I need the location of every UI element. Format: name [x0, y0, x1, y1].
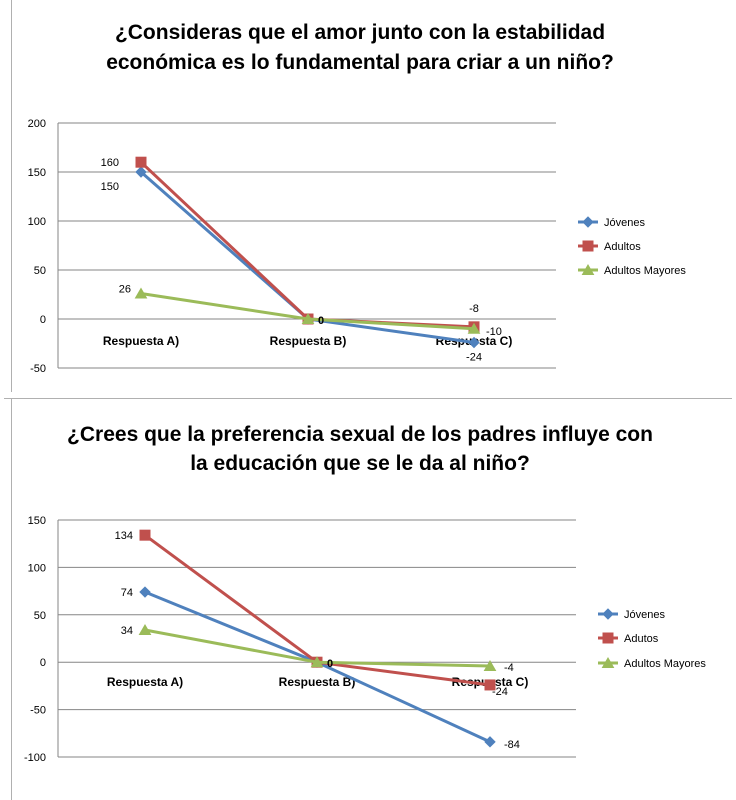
data-label: -8: [469, 303, 479, 315]
legend-label: Adutos: [624, 633, 659, 645]
chart-title-line-2: la educación que se le da al niño?: [190, 452, 530, 475]
data-label: -4: [504, 662, 514, 674]
x-category-label: Respuesta A): [103, 334, 179, 348]
data-point: [134, 287, 148, 299]
y-tick-label: -50: [30, 363, 46, 375]
data-point: [139, 529, 151, 541]
data-label: -84: [504, 739, 520, 751]
data-point: [484, 736, 496, 748]
chart-panel-2: ¿Crees que la preferencia sexual de los …: [0, 398, 736, 800]
data-label: -10: [486, 326, 502, 338]
legend-marker: [581, 264, 595, 275]
legend-label: Jóvenes: [624, 609, 665, 621]
y-tick-label: 100: [28, 562, 46, 574]
y-tick-label: 50: [34, 610, 46, 622]
x-category-label: Respuesta B): [279, 675, 356, 689]
legend-label: Adultos Mayores: [624, 658, 706, 670]
data-label: 160: [101, 157, 119, 169]
line-chart-2: -100 -50 0 50 100 150 Respuesta A) Respuesta B)…: [24, 515, 706, 764]
y-tick-label: 200: [28, 118, 46, 130]
y-tick-label: 0: [40, 657, 46, 669]
legend-marker: [601, 657, 615, 668]
chart-title-line-1: ¿Consideras que el amor junto con la est…: [114, 21, 606, 44]
data-label: 0: [318, 315, 324, 327]
legend-marker: [602, 632, 614, 644]
panel-border: [11, 398, 12, 800]
data-label: -24: [492, 686, 508, 698]
y-tick-label: 150: [28, 515, 46, 527]
data-label: 134: [115, 530, 133, 542]
y-tick-label: 0: [40, 314, 46, 326]
data-point: [310, 656, 324, 668]
y-tick-label: 50: [34, 265, 46, 277]
data-point: [135, 156, 147, 168]
data-point: [139, 586, 151, 598]
data-point: [483, 659, 497, 671]
data-label: 0: [327, 658, 333, 670]
data-label: 34: [121, 625, 133, 637]
data-label: 26: [119, 284, 131, 296]
data-label: 150: [101, 181, 119, 193]
legend-label: Adultos: [604, 241, 641, 253]
data-label: -24: [466, 352, 482, 364]
panel-border: [4, 398, 732, 399]
data-label: 74: [121, 587, 133, 599]
legend-label: Jóvenes: [604, 217, 645, 229]
y-tick-label: 150: [28, 167, 46, 179]
data-point: [468, 336, 480, 349]
chart-title-line-2: económica es lo fundamental para criar a…: [106, 51, 614, 74]
x-category-label: Respuesta B): [270, 334, 347, 348]
legend-marker: [582, 216, 594, 228]
y-tick-label: -100: [24, 752, 46, 764]
legend-marker: [602, 608, 614, 620]
data-point: [138, 623, 152, 635]
panel-border: [11, 0, 12, 392]
data-point: [135, 166, 147, 178]
data-point: [301, 313, 315, 324]
data-point: [484, 679, 496, 691]
y-tick-label: 100: [28, 216, 46, 228]
data-point: [467, 322, 481, 334]
chart-panel-1: ¿Consideras que el amor junto con la est…: [0, 0, 736, 392]
x-category-label: Respuesta A): [107, 675, 183, 689]
legend-marker: [582, 240, 594, 252]
legend-label: Adultos Mayores: [604, 265, 686, 277]
chart-title-line-1: ¿Crees que la preferencia sexual de los …: [67, 423, 653, 446]
y-tick-label: -50: [30, 705, 46, 717]
